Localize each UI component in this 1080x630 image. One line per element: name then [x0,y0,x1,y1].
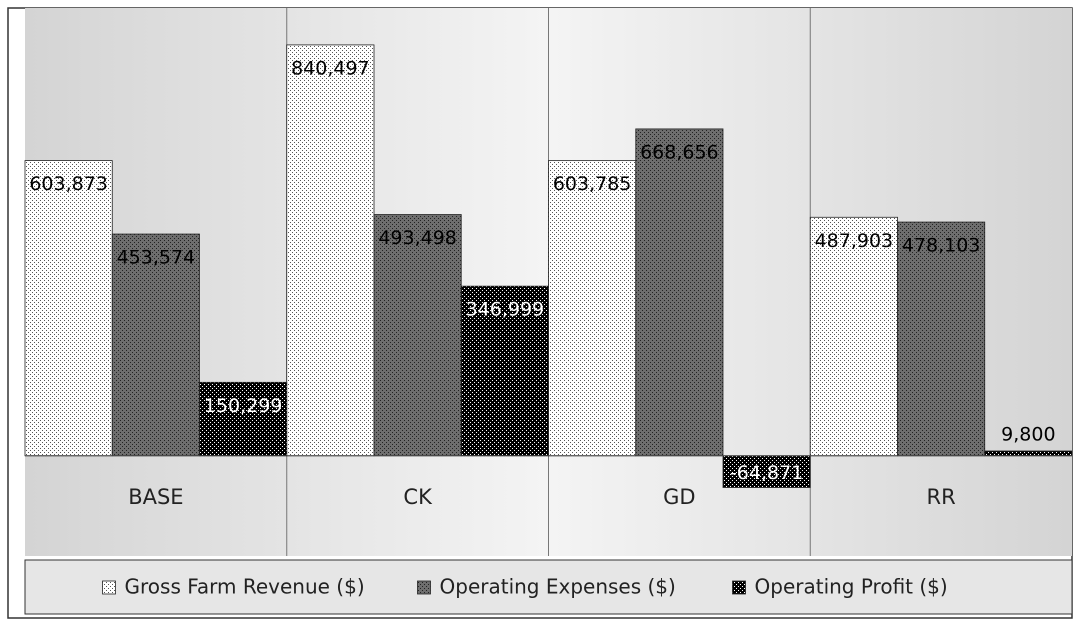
bar [373,214,462,457]
legend-label: Operating Expenses ($) [440,575,676,599]
x-tick-label: RR [927,485,956,509]
x-tick-label: GD [663,485,695,509]
bar [984,450,1073,457]
legend-swatch [417,580,431,595]
x-tick-label: CK [403,485,433,509]
data-label: 346,999 [466,299,545,321]
legend: Gross Farm Revenue ($) Operating Expenses… [102,575,948,599]
legend-label: Operating Profit ($) [755,575,948,599]
data-label: 453,574 [117,247,196,269]
bar [722,455,811,488]
bar [897,221,986,457]
bar [809,216,898,457]
bar [286,44,375,457]
legend-swatch [732,580,746,595]
bar [548,160,637,457]
legend-box [24,559,1073,615]
legend-swatch [102,580,116,595]
bar [24,160,113,457]
data-label: 487,903 [815,230,894,252]
data-label: 9,800 [1001,423,1055,445]
data-label: 840,497 [291,57,370,79]
bar [460,285,549,457]
data-label: 668,656 [640,141,719,163]
data-label: 150,299 [204,395,283,417]
x-tick-label: BASE [128,485,183,509]
data-label: 603,873 [29,173,108,195]
bar [635,128,724,457]
data-label: 493,498 [378,227,457,249]
bar [111,233,200,457]
bar [199,381,288,457]
legend-label: Gross Farm Revenue ($) [125,575,365,599]
data-label: -64,871 [730,462,803,484]
data-label: 603,785 [553,173,632,195]
data-label: 478,103 [902,235,981,257]
